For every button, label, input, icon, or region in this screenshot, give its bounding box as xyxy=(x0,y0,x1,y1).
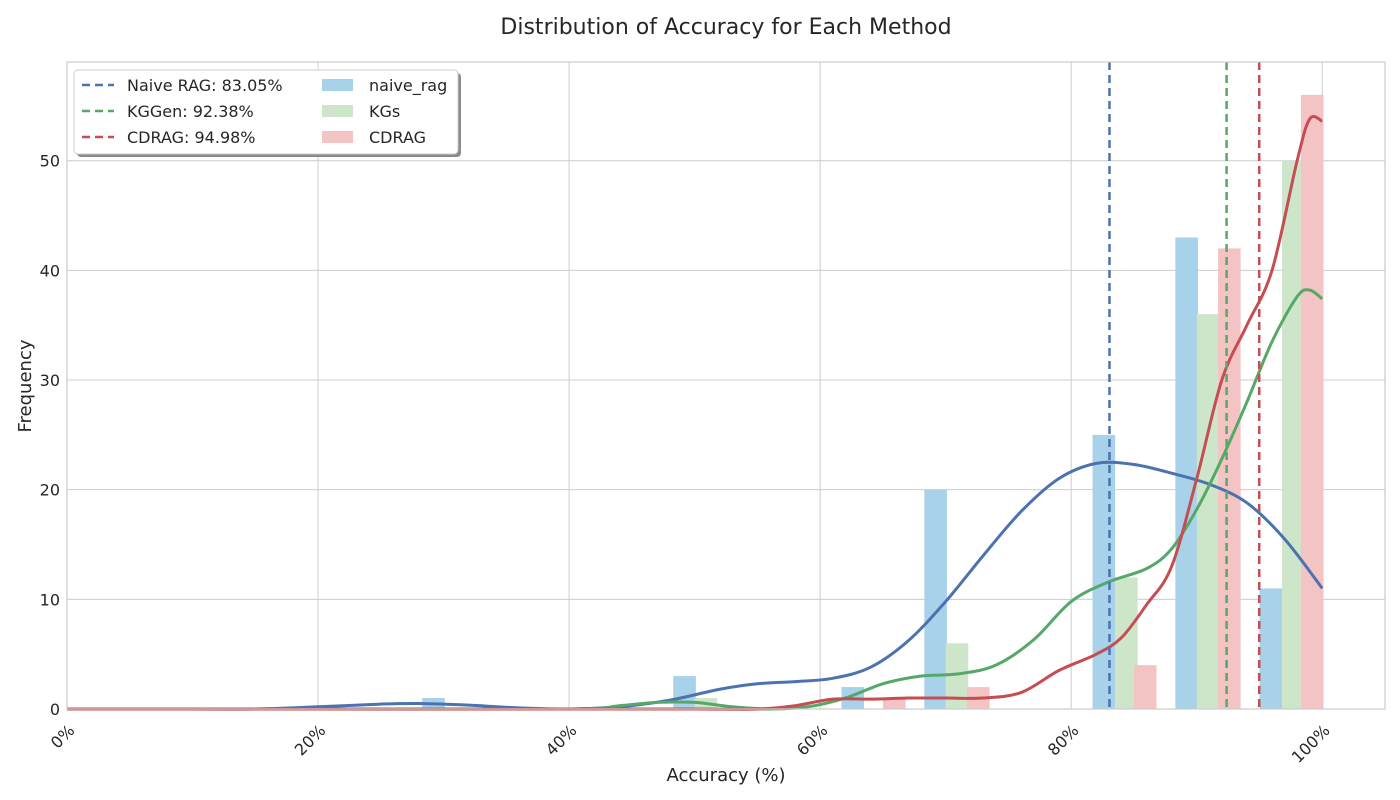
legend-entry-label: CDRAG: 94.98% xyxy=(127,128,256,147)
legend: Naive RAG: 83.05% KGGen: 92.38% CDRAG: 94.… xyxy=(73,69,461,157)
histogram-bar-CDRAG xyxy=(882,698,906,709)
histogram-bar-KGs xyxy=(1196,314,1220,709)
histogram-bar-KGs xyxy=(1282,160,1305,709)
histogram-bar-naive_rag xyxy=(924,489,947,709)
legend-entry-label: CDRAG xyxy=(369,128,426,147)
x-axis-label: Accuracy (%) xyxy=(666,765,785,786)
mean-lines xyxy=(1108,62,1261,709)
histogram-bar-KGs xyxy=(1115,577,1138,709)
y-tick-label: 20 xyxy=(40,481,60,500)
histogram-bar-KGs xyxy=(945,643,969,709)
y-tick-label: 30 xyxy=(40,371,60,390)
legend-entry-label: KGs xyxy=(369,102,400,121)
y-axis-label: Frequency xyxy=(15,339,36,432)
legend-entry-label: naive_rag xyxy=(369,76,447,96)
histogram-bar-naive_rag xyxy=(1175,237,1198,709)
kde-line-KGs xyxy=(67,288,1324,711)
y-tick-label: 10 xyxy=(40,590,60,609)
y-tick-label: 0 xyxy=(50,700,60,719)
legend-bar-swatch xyxy=(322,131,353,143)
histogram-bar-CDRAG xyxy=(1300,94,1324,709)
histogram-bar-CDRAG xyxy=(1133,665,1157,709)
legend-bar-swatch xyxy=(322,79,353,91)
y-axis-ticks: 0 10 20 30 40 50 xyxy=(40,152,60,719)
legend-entry-label: KGGen: 92.38% xyxy=(127,102,254,121)
y-tick-label: 50 xyxy=(40,152,60,171)
chart-title: Distribution of Accuracy for Each Method xyxy=(500,15,951,40)
histogram-bar-naive_rag xyxy=(673,676,696,709)
legend-box xyxy=(73,69,459,155)
y-tick-label: 40 xyxy=(40,261,60,280)
legend-entry-label: Naive RAG: 83.05% xyxy=(127,76,283,95)
histogram-bar-naive_rag xyxy=(1259,588,1283,709)
plot-frame xyxy=(66,61,1386,710)
histogram-bar-CDRAG xyxy=(1218,248,1241,710)
legend-bar-swatch xyxy=(322,105,353,117)
histogram-bar-naive_rag xyxy=(1092,434,1116,709)
kde-line-naive_rag xyxy=(67,460,1324,711)
